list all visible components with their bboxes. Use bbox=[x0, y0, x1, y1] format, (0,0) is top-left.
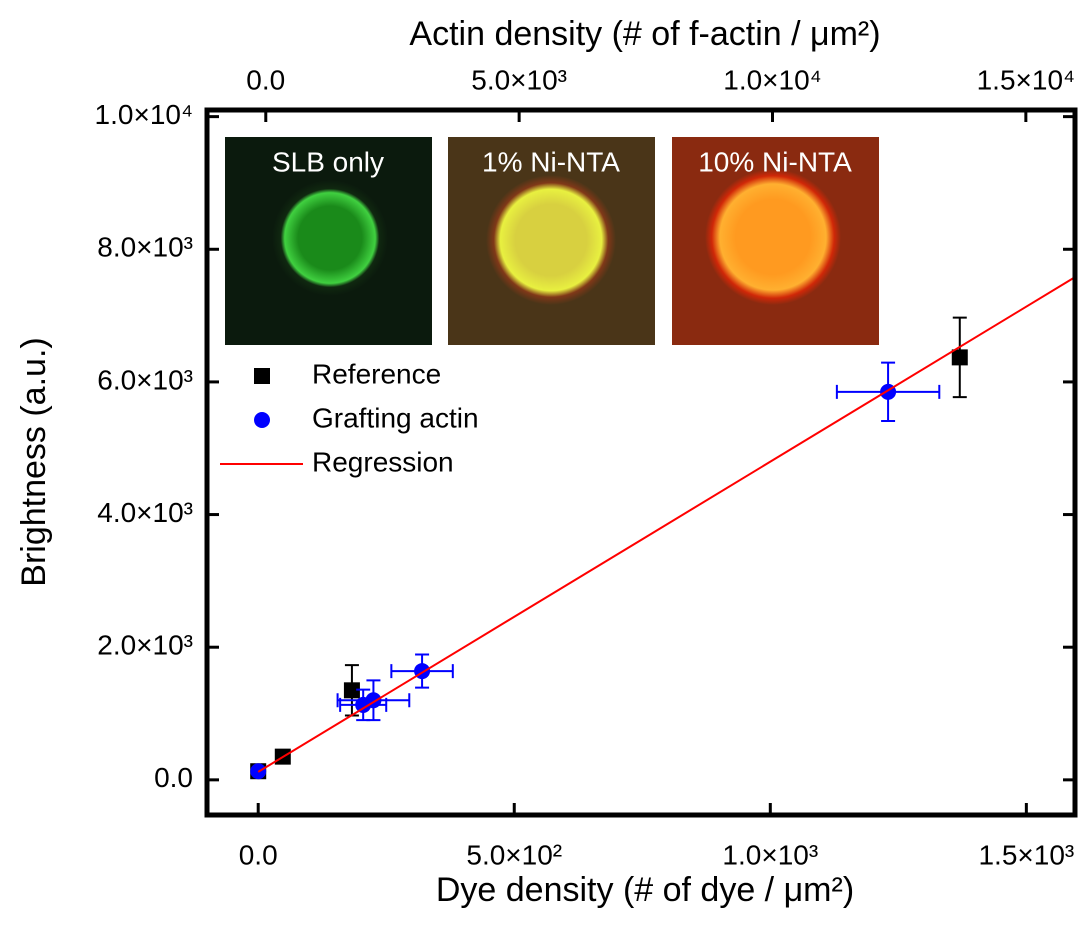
y-tick-label: 8.0×10³ bbox=[97, 232, 193, 263]
inset-spot bbox=[705, 169, 841, 305]
x-axis-title: Dye density (# of dye / μm²) bbox=[436, 871, 854, 909]
x2-tick-label: 5.0×10³ bbox=[471, 64, 567, 95]
x-tick-label: 5.0×10² bbox=[466, 839, 562, 870]
y-tick-label: 2.0×10³ bbox=[97, 630, 193, 661]
chart: SLB only 1% Ni-NTA 10% Ni-NTA Dye densit… bbox=[0, 0, 1089, 945]
inset-spot bbox=[272, 180, 388, 296]
x-tick-label: 0.0 bbox=[239, 839, 278, 870]
x2-axis-title: Actin density (# of f-actin / μm²) bbox=[409, 15, 880, 53]
legend-label: Reference bbox=[312, 358, 441, 389]
x2-tick-label: 0.0 bbox=[246, 64, 285, 95]
x-tick-label: 1.0×10³ bbox=[722, 839, 818, 870]
legend-label: Regression bbox=[312, 446, 454, 477]
insets: SLB only 1% Ni-NTA 10% Ni-NTA bbox=[225, 137, 879, 345]
y-tick-label: 4.0×10³ bbox=[97, 497, 193, 528]
inset-spot bbox=[486, 175, 616, 305]
y-tick-label: 6.0×10³ bbox=[97, 364, 193, 395]
inset-label: 1% Ni-NTA bbox=[482, 146, 620, 177]
legend-label: Grafting actin bbox=[312, 402, 479, 433]
x2-tick-label: 1.0×10⁴ bbox=[723, 64, 821, 95]
inset-label: 10% Ni-NTA bbox=[698, 146, 852, 177]
x2-tick-label: 1.5×10⁴ bbox=[977, 64, 1075, 95]
x-tick-label: 1.5×10³ bbox=[978, 839, 1074, 870]
regression-line bbox=[258, 277, 1075, 772]
legend-marker bbox=[254, 412, 270, 428]
point bbox=[952, 349, 968, 365]
y-tick-label: 0.0 bbox=[154, 762, 193, 793]
legend-marker bbox=[254, 368, 270, 384]
y-axis-title: Brightness (a.u.) bbox=[15, 337, 53, 586]
y-tick-label: 1.0×10⁴ bbox=[95, 99, 193, 130]
inset-label: SLB only bbox=[272, 146, 384, 177]
